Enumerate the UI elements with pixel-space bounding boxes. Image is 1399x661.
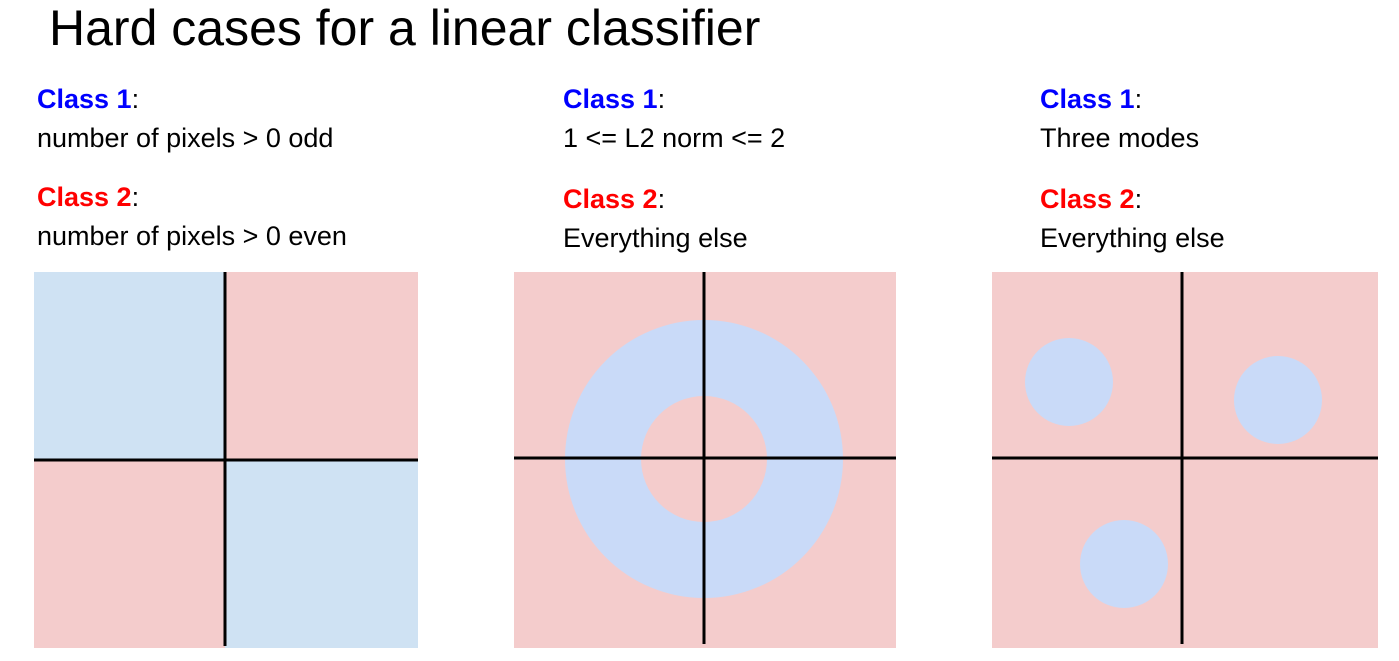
class2-block: Class 2: number of pixels > 0 even	[37, 178, 347, 256]
mode-top-left	[1025, 338, 1113, 426]
class1-label: Class 1	[37, 84, 132, 114]
mode-top-right	[1234, 356, 1322, 444]
class2-colon: :	[1134, 184, 1143, 214]
class1-block: Class 1: 1 <= L2 norm <= 2	[563, 80, 785, 158]
class2-colon: :	[657, 184, 666, 214]
class2-colon: :	[131, 182, 140, 212]
diagram-odd-even-quadrants	[34, 272, 418, 648]
region-class1-top-left	[34, 272, 225, 460]
mode-bottom	[1080, 520, 1168, 608]
class1-label: Class 1	[563, 84, 658, 114]
region-class2-background	[992, 272, 1378, 648]
class1-colon: :	[131, 84, 140, 114]
class1-description: Three modes	[1040, 123, 1200, 153]
class2-block: Class 2: Everything else	[563, 180, 785, 258]
diagram-annulus	[514, 272, 896, 648]
class1-description: number of pixels > 0 odd	[37, 123, 334, 153]
class2-description: Everything else	[563, 223, 748, 253]
class1-description: 1 <= L2 norm <= 2	[563, 123, 786, 153]
region-class1-bottom-right	[225, 460, 418, 648]
class1-label: Class 1	[1040, 84, 1135, 114]
class1-colon: :	[657, 84, 666, 114]
class2-label: Class 2	[37, 182, 132, 212]
class2-description: Everything else	[1040, 223, 1225, 253]
class1-block: Class 1: Three modes	[1040, 80, 1225, 158]
class2-block: Class 2: Everything else	[1040, 180, 1225, 258]
class2-label: Class 2	[1040, 184, 1135, 214]
diagram-three-modes	[992, 272, 1378, 648]
region-class2-top-right	[225, 272, 418, 460]
class1-colon: :	[1134, 84, 1143, 114]
region-class2-bottom-left	[34, 460, 225, 648]
panel-odd-even: Class 1: number of pixels > 0 odd Class …	[37, 80, 347, 256]
panel-annulus: Class 1: 1 <= L2 norm <= 2 Class 2: Ever…	[563, 80, 785, 258]
class1-block: Class 1: number of pixels > 0 odd	[37, 80, 347, 158]
class2-description: number of pixels > 0 even	[37, 221, 347, 251]
slide-title: Hard cases for a linear classifier	[49, 0, 761, 56]
panel-three-modes: Class 1: Three modes Class 2: Everything…	[1040, 80, 1225, 258]
class2-label: Class 2	[563, 184, 658, 214]
